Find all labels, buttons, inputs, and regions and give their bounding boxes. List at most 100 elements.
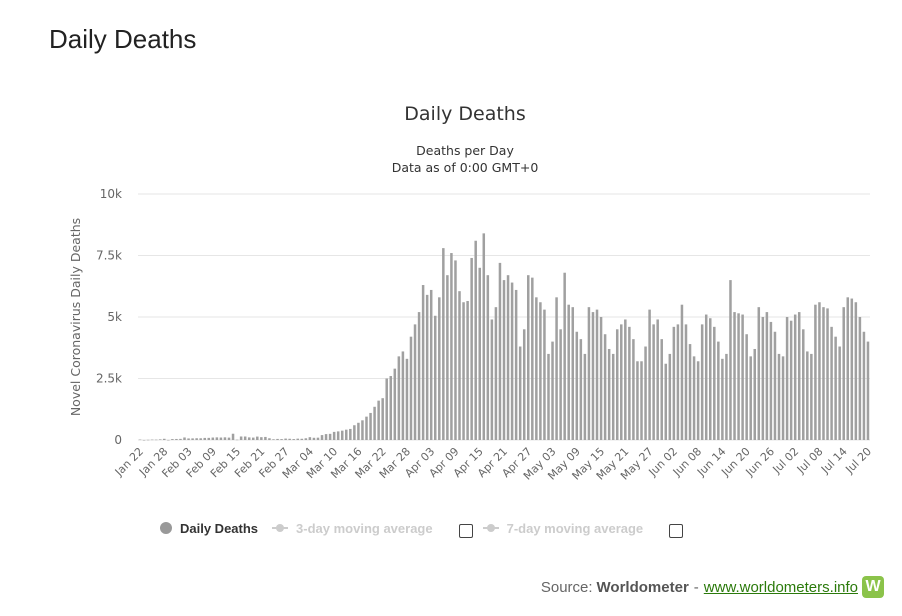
daily-deaths-bar[interactable]	[518, 346, 522, 440]
daily-deaths-bar[interactable]	[797, 312, 801, 440]
daily-deaths-bar[interactable]	[615, 329, 619, 440]
daily-deaths-bar[interactable]	[668, 353, 672, 440]
legend-item-7-day-moving-average[interactable]: 7-day moving average	[482, 521, 643, 536]
daily-deaths-bar[interactable]	[761, 317, 765, 440]
daily-deaths-bar[interactable]	[417, 312, 421, 440]
daily-deaths-bar[interactable]	[834, 336, 837, 440]
daily-deaths-bar[interactable]	[664, 363, 668, 440]
daily-deaths-bar[interactable]	[648, 309, 651, 440]
daily-deaths-bar[interactable]	[369, 412, 372, 440]
daily-deaths-bar[interactable]	[486, 275, 490, 440]
daily-deaths-bar[interactable]	[583, 353, 587, 440]
daily-deaths-bar[interactable]	[514, 289, 518, 440]
daily-deaths-bar[interactable]	[620, 324, 623, 440]
daily-deaths-bar[interactable]	[247, 437, 251, 440]
daily-deaths-bar[interactable]	[389, 376, 393, 440]
daily-deaths-bar[interactable]	[741, 314, 744, 440]
daily-deaths-bar[interactable]	[433, 315, 437, 440]
daily-deaths-bar[interactable]	[482, 233, 486, 440]
daily-deaths-bar[interactable]	[749, 356, 752, 440]
daily-deaths-bar[interactable]	[696, 361, 700, 440]
daily-deaths-bar[interactable]	[405, 358, 409, 440]
daily-deaths-bar[interactable]	[183, 437, 186, 440]
daily-deaths-bar[interactable]	[154, 439, 158, 441]
daily-deaths-bar[interactable]	[207, 437, 211, 440]
daily-deaths-bar[interactable]	[704, 314, 708, 440]
daily-deaths-bar[interactable]	[167, 439, 170, 441]
daily-deaths-bar[interactable]	[506, 275, 510, 440]
daily-deaths-bar[interactable]	[316, 437, 320, 440]
daily-deaths-bar[interactable]	[632, 339, 635, 440]
daily-deaths-bar[interactable]	[264, 436, 267, 440]
daily-deaths-bar[interactable]	[571, 307, 575, 440]
daily-deaths-bar[interactable]	[466, 301, 469, 440]
daily-deaths-bar[interactable]	[559, 329, 562, 440]
daily-deaths-bar[interactable]	[680, 304, 684, 440]
daily-deaths-bar[interactable]	[717, 341, 720, 440]
daily-deaths-bar[interactable]	[599, 317, 603, 440]
daily-deaths-bar[interactable]	[684, 324, 688, 440]
daily-deaths-bar[interactable]	[510, 282, 514, 440]
daily-deaths-bar[interactable]	[163, 438, 166, 440]
daily-deaths-bar[interactable]	[745, 334, 748, 440]
daily-deaths-bar[interactable]	[195, 438, 198, 440]
daily-deaths-bar[interactable]	[862, 331, 866, 440]
daily-deaths-bar[interactable]	[527, 275, 530, 440]
daily-deaths-bar[interactable]	[332, 431, 336, 440]
daily-deaths-bar[interactable]	[773, 331, 777, 440]
daily-deaths-bar[interactable]	[474, 240, 477, 440]
daily-deaths-bar[interactable]	[656, 319, 659, 440]
daily-deaths-bar[interactable]	[425, 294, 429, 440]
daily-deaths-bar[interactable]	[753, 348, 756, 440]
daily-deaths-bar[interactable]	[547, 353, 550, 440]
daily-deaths-bar[interactable]	[555, 297, 558, 440]
daily-deaths-bar[interactable]	[393, 368, 397, 440]
daily-deaths-bar[interactable]	[296, 438, 299, 440]
daily-deaths-bar[interactable]	[595, 309, 599, 440]
daily-deaths-bar[interactable]	[624, 319, 627, 440]
daily-deaths-bar[interactable]	[215, 437, 219, 440]
daily-deaths-bar[interactable]	[640, 361, 643, 440]
daily-deaths-bar[interactable]	[858, 317, 862, 440]
daily-deaths-bar[interactable]	[175, 438, 178, 440]
daily-deaths-bar[interactable]	[543, 309, 546, 440]
daily-deaths-bar[interactable]	[709, 318, 712, 440]
daily-deaths-bar[interactable]	[150, 439, 154, 441]
daily-deaths-bar[interactable]	[846, 297, 850, 440]
7-day-average-checkbox[interactable]	[669, 524, 684, 538]
daily-deaths-bar[interactable]	[385, 378, 388, 441]
daily-deaths-bar[interactable]	[381, 398, 384, 440]
daily-deaths-bar[interactable]	[611, 353, 615, 440]
daily-deaths-bar[interactable]	[373, 406, 376, 440]
daily-deaths-bar[interactable]	[260, 437, 263, 440]
daily-deaths-bar[interactable]	[587, 307, 591, 440]
daily-deaths-bar[interactable]	[462, 302, 465, 440]
daily-deaths-bar[interactable]	[785, 317, 789, 440]
daily-deaths-bar[interactable]	[211, 437, 215, 440]
daily-deaths-bar[interactable]	[818, 302, 821, 440]
daily-deaths-bar[interactable]	[292, 439, 295, 440]
daily-deaths-bar[interactable]	[401, 351, 405, 440]
daily-deaths-bar[interactable]	[409, 336, 413, 440]
3-day-average-checkbox[interactable]	[458, 524, 473, 538]
daily-deaths-bar[interactable]	[652, 324, 655, 440]
daily-deaths-bar[interactable]	[644, 346, 647, 440]
daily-deaths-bar[interactable]	[688, 344, 692, 440]
daily-deaths-bar[interactable]	[842, 307, 845, 440]
daily-deaths-bar[interactable]	[478, 267, 481, 440]
daily-deaths-bar[interactable]	[429, 289, 433, 440]
daily-deaths-bar[interactable]	[235, 439, 239, 441]
daily-deaths-bar[interactable]	[365, 416, 368, 440]
daily-deaths-bar[interactable]	[397, 356, 401, 440]
daily-deaths-bar[interactable]	[781, 356, 785, 440]
daily-deaths-bar[interactable]	[607, 348, 611, 440]
daily-deaths-bar[interactable]	[146, 439, 150, 441]
daily-deaths-bar[interactable]	[636, 361, 639, 440]
daily-deaths-bar[interactable]	[276, 438, 279, 440]
daily-deaths-bar[interactable]	[458, 291, 461, 440]
daily-deaths-bar[interactable]	[579, 339, 583, 440]
daily-deaths-bar[interactable]	[203, 437, 206, 440]
daily-deaths-bar[interactable]	[312, 437, 316, 440]
daily-deaths-bar[interactable]	[446, 275, 449, 440]
daily-deaths-bar[interactable]	[628, 326, 631, 440]
